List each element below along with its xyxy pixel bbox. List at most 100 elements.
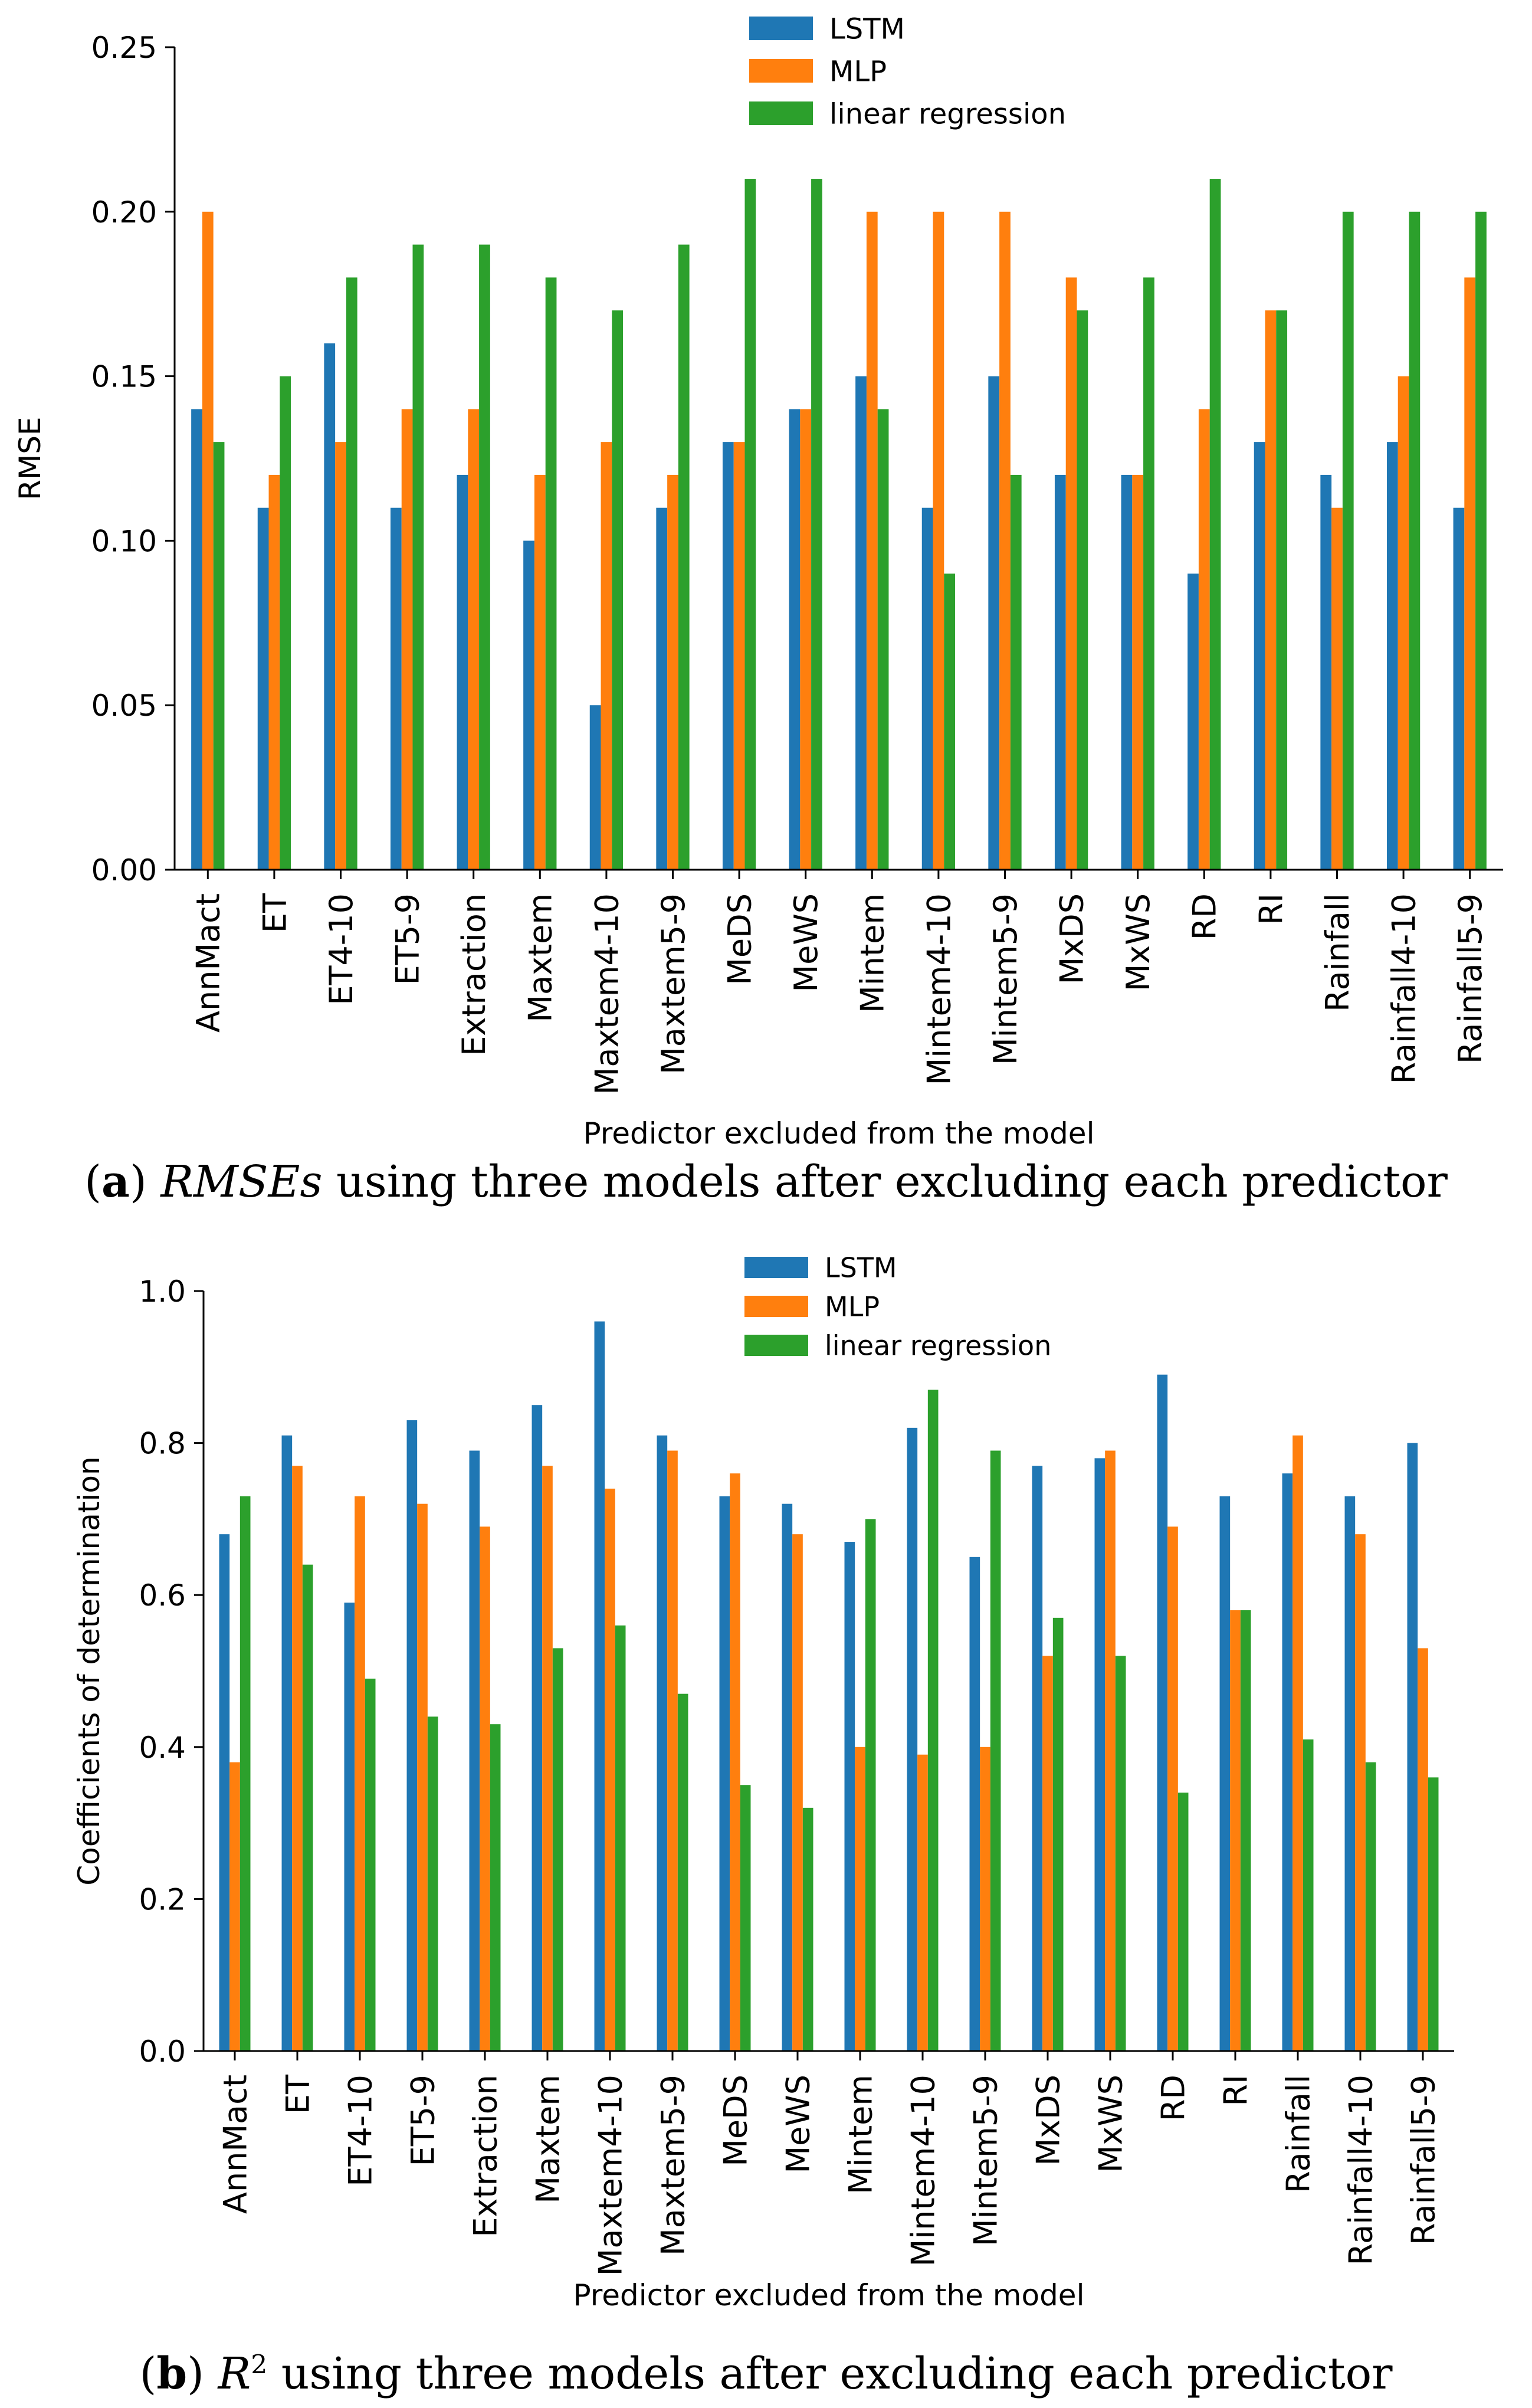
bar bbox=[1115, 1656, 1126, 2051]
x-tick-label: Mintem4-10 bbox=[920, 893, 957, 1085]
bar bbox=[589, 705, 601, 870]
bar bbox=[468, 409, 480, 870]
bar bbox=[532, 1405, 543, 2051]
bar bbox=[480, 1526, 490, 2051]
bar bbox=[615, 1625, 626, 2051]
x-tick-label: Maxtem5-9 bbox=[655, 893, 692, 1074]
bar bbox=[1409, 211, 1421, 870]
bar bbox=[457, 474, 468, 870]
legend-swatch bbox=[744, 1296, 808, 1317]
x-tick-label: Maxtem4-10 bbox=[588, 893, 625, 1095]
bar bbox=[542, 1466, 553, 2051]
bar bbox=[1398, 376, 1409, 870]
bar bbox=[552, 1648, 563, 2051]
legend-label: MLP bbox=[825, 1291, 880, 1323]
bar bbox=[257, 507, 269, 870]
y-tick-label: 0.15 bbox=[91, 360, 157, 394]
legend-label: linear regression bbox=[825, 1330, 1051, 1362]
bar bbox=[944, 574, 956, 870]
bar bbox=[605, 1488, 615, 2051]
bar bbox=[219, 1534, 230, 2051]
y-tick-label: 0.05 bbox=[91, 689, 157, 723]
bar bbox=[594, 1321, 605, 2051]
x-tick-label: Maxtem bbox=[522, 893, 559, 1023]
x-tick-label: MxWS bbox=[1120, 893, 1157, 991]
x-tick-label: Mintem bbox=[842, 2075, 879, 2194]
x-tick-label: ET5-9 bbox=[389, 893, 427, 985]
legend-swatch bbox=[749, 59, 813, 83]
x-tick-label: Maxtem bbox=[529, 2075, 566, 2204]
bar bbox=[1428, 1777, 1439, 2051]
bar bbox=[722, 442, 734, 870]
x-tick-label: Mintem4-10 bbox=[904, 2075, 941, 2266]
bar bbox=[933, 211, 944, 870]
y-tick-label: 0.20 bbox=[91, 195, 157, 230]
x-tick-label: Maxtem5-9 bbox=[654, 2075, 691, 2256]
bar bbox=[927, 1390, 939, 2051]
bar bbox=[1475, 211, 1487, 870]
bar bbox=[612, 310, 624, 870]
bar bbox=[1355, 1534, 1366, 2051]
bar bbox=[545, 277, 557, 870]
bar bbox=[401, 409, 413, 870]
x-tick-label: Rainfall5-9 bbox=[1405, 2075, 1442, 2245]
x-tick-label: RD bbox=[1154, 2075, 1192, 2121]
bar bbox=[678, 244, 690, 870]
bar bbox=[789, 409, 801, 870]
bar bbox=[412, 244, 424, 870]
caption-a: (a) RMSEs using three models after exclu… bbox=[84, 1157, 1448, 1207]
x-tick-label: MeDS bbox=[717, 2075, 754, 2167]
y-tick-label: 0.00 bbox=[91, 853, 157, 887]
bar bbox=[1240, 1610, 1251, 2051]
legend-label: MLP bbox=[829, 55, 887, 88]
bar bbox=[782, 1503, 793, 2051]
bar bbox=[667, 1450, 678, 2051]
bar bbox=[1054, 474, 1066, 870]
bar bbox=[1198, 409, 1210, 870]
bar bbox=[1303, 1739, 1314, 2051]
bar bbox=[719, 1496, 730, 2051]
bar bbox=[280, 376, 291, 870]
bar bbox=[292, 1466, 303, 2051]
bar bbox=[677, 1693, 688, 2051]
bar bbox=[240, 1496, 251, 2051]
bar bbox=[479, 244, 490, 870]
bar bbox=[1407, 1443, 1418, 2051]
caption-b: (b) R2 using three models after excludin… bbox=[139, 2348, 1393, 2399]
bar bbox=[523, 540, 534, 870]
bar bbox=[657, 1435, 668, 2051]
r2-chart-panel: 0.0 0.2 0.4 0.6 0.8 1.0 AnnMact ET ET4-10 ET5-9 Ex… bbox=[72, 1252, 1454, 2312]
bar bbox=[202, 211, 214, 870]
bar bbox=[406, 1420, 418, 2051]
bar bbox=[427, 1716, 438, 2051]
bar bbox=[1052, 1617, 1064, 2051]
x-axis-label: Predictor excluded from the model bbox=[573, 2278, 1085, 2312]
bar bbox=[1209, 179, 1221, 870]
x-tick-label: Rainfall4-10 bbox=[1386, 893, 1423, 1084]
bar bbox=[365, 1678, 376, 2051]
bar bbox=[534, 474, 546, 870]
legend-label: linear regression bbox=[829, 97, 1066, 130]
bar bbox=[1276, 310, 1288, 870]
bar bbox=[740, 1785, 751, 2051]
x-tick-label: Rainfall4-10 bbox=[1342, 2075, 1379, 2265]
x-tick-label: RI bbox=[1217, 2075, 1254, 2106]
x-tick-label: Maxtem4-10 bbox=[592, 2075, 629, 2276]
bar bbox=[855, 376, 867, 870]
bar bbox=[730, 1473, 740, 2051]
bar bbox=[917, 1754, 928, 2051]
bar bbox=[990, 1450, 1001, 2051]
x-tick-label: ET4-10 bbox=[323, 893, 360, 1005]
bar bbox=[1464, 277, 1476, 870]
legend-label: LSTM bbox=[825, 1252, 897, 1284]
bar bbox=[344, 1603, 355, 2051]
x-tick-label: MxDS bbox=[1029, 2075, 1067, 2165]
bar bbox=[1077, 310, 1088, 870]
y-axis-label: Coefficients of determination bbox=[72, 1456, 106, 1885]
bar bbox=[656, 507, 668, 870]
bar bbox=[877, 409, 889, 870]
bar bbox=[907, 1427, 918, 2051]
bar bbox=[733, 442, 745, 870]
bar bbox=[1032, 1466, 1043, 2051]
